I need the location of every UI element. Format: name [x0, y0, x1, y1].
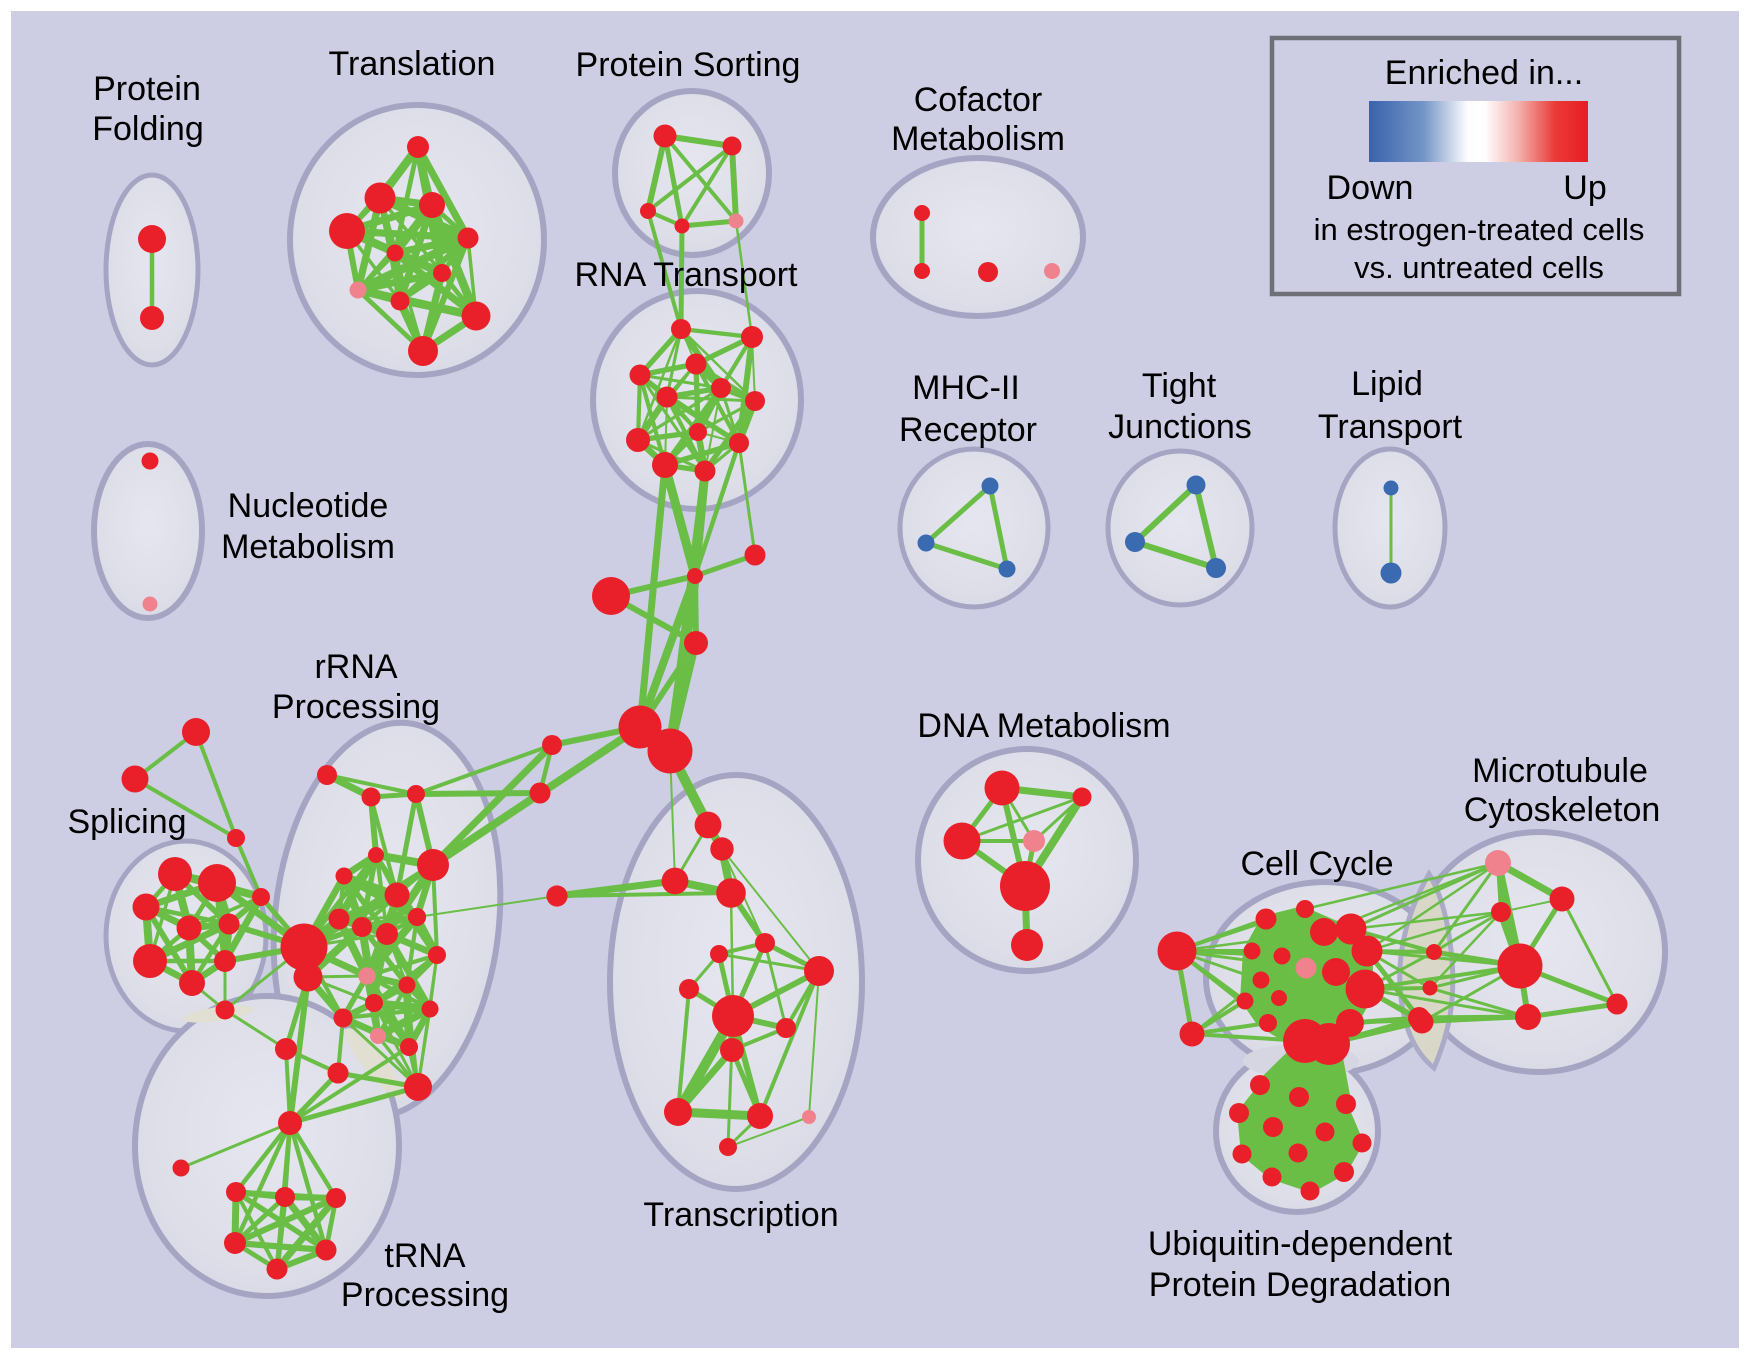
svg-text:Protein: Protein — [93, 70, 201, 108]
svg-text:Processing: Processing — [272, 688, 440, 726]
svg-text:Protein Sorting: Protein Sorting — [576, 46, 801, 84]
svg-text:Cytoskeleton: Cytoskeleton — [1464, 791, 1661, 829]
svg-text:RNA Transport: RNA Transport — [575, 256, 799, 294]
svg-text:Transcription: Transcription — [643, 1196, 838, 1234]
svg-text:Cell Cycle: Cell Cycle — [1240, 845, 1393, 883]
svg-text:Splicing: Splicing — [67, 803, 186, 841]
svg-text:Cofactor: Cofactor — [914, 81, 1043, 119]
svg-text:vs. untreated cells: vs. untreated cells — [1354, 250, 1604, 285]
svg-text:Translation: Translation — [329, 45, 496, 83]
svg-text:DNA Metabolism: DNA Metabolism — [917, 707, 1170, 745]
svg-text:Microtubule: Microtubule — [1472, 752, 1648, 790]
svg-text:Enriched in...: Enriched in... — [1385, 54, 1583, 92]
svg-text:Metabolism: Metabolism — [221, 528, 395, 566]
svg-text:Up: Up — [1563, 169, 1606, 207]
svg-text:Nucleotide: Nucleotide — [228, 487, 389, 525]
svg-text:Metabolism: Metabolism — [891, 120, 1065, 158]
svg-text:Down: Down — [1327, 169, 1414, 207]
svg-text:Processing: Processing — [341, 1276, 509, 1314]
svg-text:Transport: Transport — [1318, 408, 1463, 446]
svg-text:rRNA: rRNA — [314, 648, 397, 686]
svg-text:Ubiquitin-dependent: Ubiquitin-dependent — [1148, 1225, 1453, 1263]
svg-text:MHC-II: MHC-II — [912, 369, 1020, 407]
svg-text:in estrogen-treated cells: in estrogen-treated cells — [1314, 212, 1645, 247]
svg-text:Protein Degradation: Protein Degradation — [1149, 1266, 1451, 1304]
svg-text:Tight: Tight — [1142, 367, 1217, 405]
svg-text:tRNA: tRNA — [384, 1237, 466, 1275]
svg-text:Receptor: Receptor — [899, 411, 1037, 449]
svg-text:Folding: Folding — [92, 110, 204, 148]
svg-text:Junctions: Junctions — [1108, 408, 1252, 446]
svg-text:Lipid: Lipid — [1351, 365, 1423, 403]
